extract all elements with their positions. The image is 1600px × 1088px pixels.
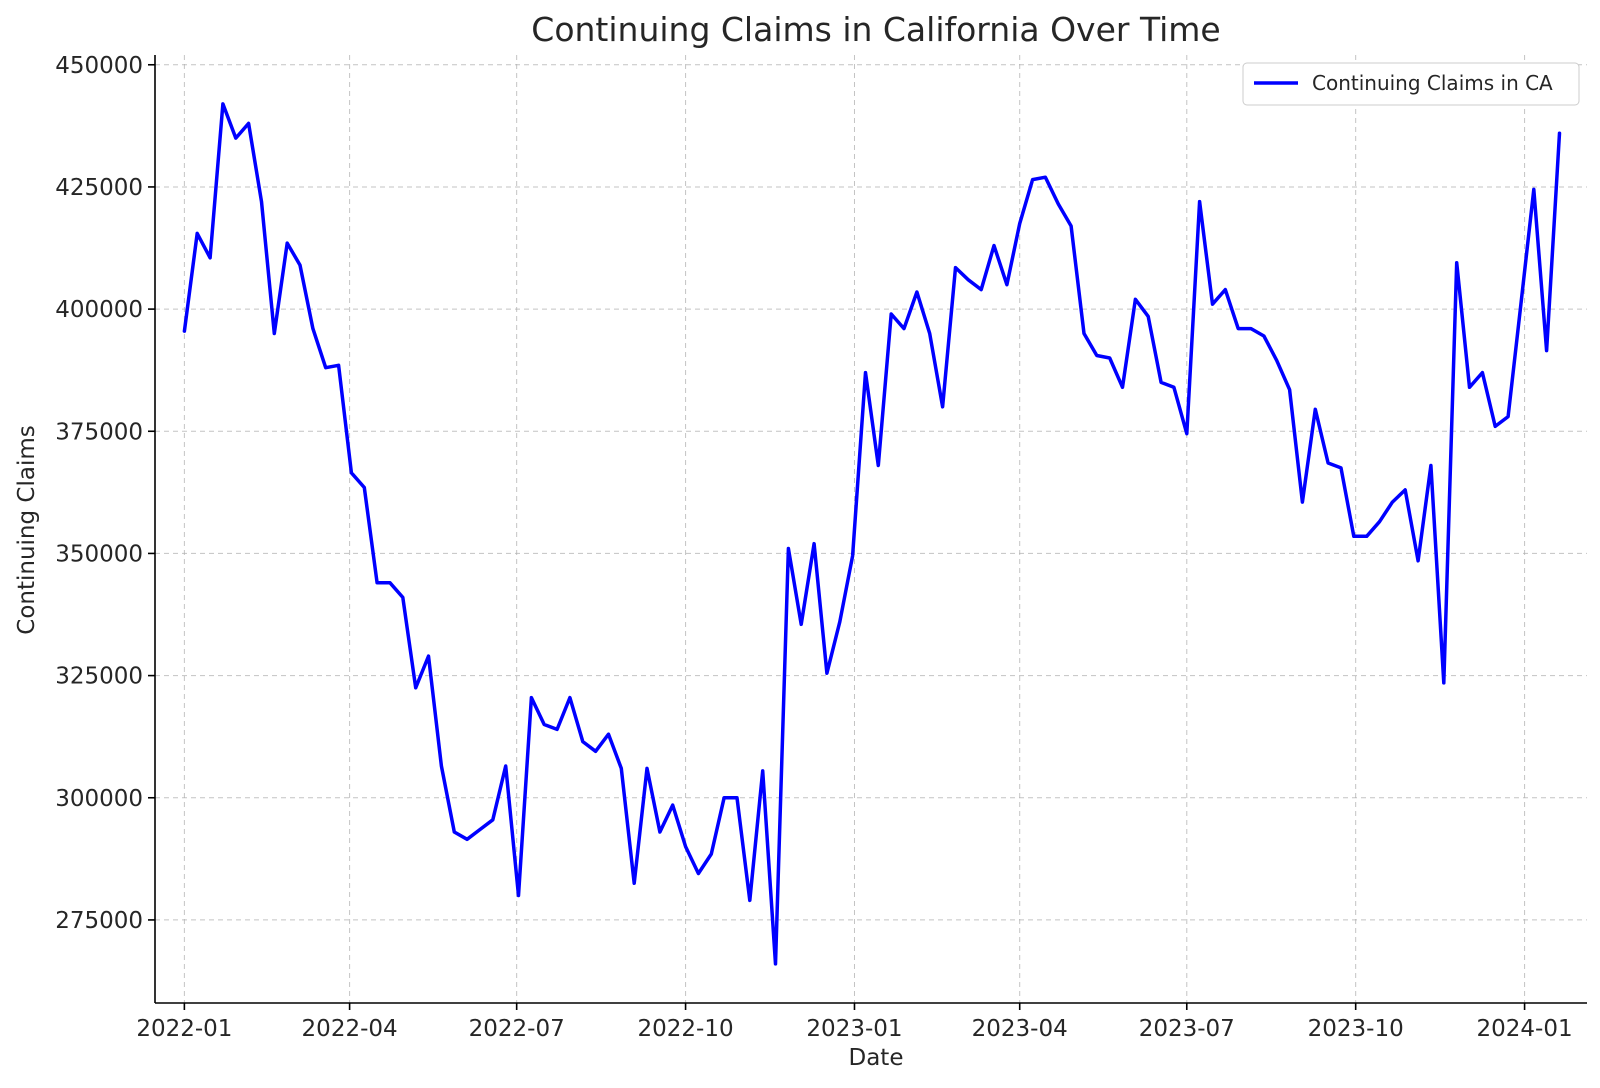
chart-title: Continuing Claims in California Over Tim… — [531, 10, 1220, 49]
y-tick-label: 425000 — [55, 175, 143, 201]
x-axis-label: Date — [849, 1045, 904, 1071]
x-tick-label: 2023-04 — [972, 1016, 1068, 1042]
x-tick-label: 2022-01 — [136, 1016, 232, 1042]
y-tick-label: 325000 — [55, 664, 143, 690]
x-tick-label: 2023-07 — [1139, 1016, 1235, 1042]
x-tick-label: 2023-01 — [806, 1016, 902, 1042]
y-tick-label: 300000 — [55, 786, 143, 812]
legend-label: Continuing Claims in CA — [1312, 71, 1553, 95]
y-tick-label: 400000 — [55, 297, 143, 323]
ticks-layer: 2022-01 2022-04 2022-07 2022-10 2023-01 2023-… — [55, 53, 1572, 1042]
y-tick-label: 450000 — [55, 53, 143, 79]
x-tick-label: 2023-10 — [1308, 1016, 1404, 1042]
y-tick-label: 350000 — [55, 541, 143, 567]
legend-box — [1242, 62, 1580, 106]
y-tick-label: 275000 — [55, 908, 143, 934]
x-tick-label: 2022-10 — [638, 1016, 734, 1042]
x-tick-label: 2022-07 — [469, 1016, 565, 1042]
y-axis-label: Continuing Claims — [14, 425, 40, 634]
x-tick-label: 2022-04 — [302, 1016, 398, 1042]
series-layer — [182, 102, 1562, 966]
grid-layer — [155, 55, 1587, 1003]
y-tick-label: 375000 — [55, 419, 143, 445]
series-line-0 — [182, 102, 1562, 966]
x-tick-label: 2024-01 — [1477, 1016, 1573, 1042]
legend: Continuing Claims in CA — [1242, 62, 1580, 106]
axes-layer — [154, 55, 1587, 1004]
